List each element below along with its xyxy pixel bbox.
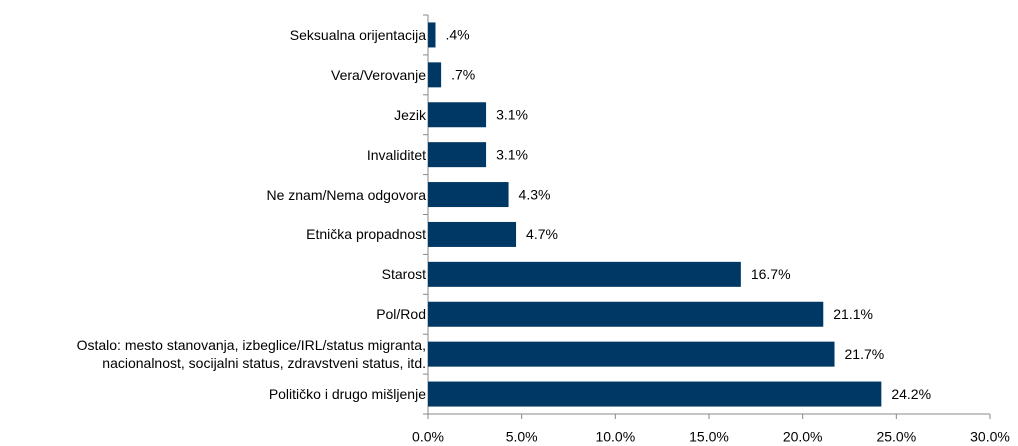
data-label: 24.2% — [891, 386, 931, 402]
bar — [428, 182, 509, 208]
data-label: .4% — [445, 27, 469, 43]
x-tick-label: 0.0% — [412, 429, 444, 445]
bar — [428, 381, 882, 407]
y-tick-label: Vera/Verovanje — [331, 66, 426, 83]
data-label: 3.1% — [496, 106, 528, 122]
x-tick-label: 5.0% — [506, 429, 538, 445]
bar — [428, 62, 442, 88]
y-tick-label: Političko i drugo mišljenje — [268, 386, 426, 403]
bar — [428, 301, 824, 327]
bar — [428, 22, 436, 48]
data-label: 21.1% — [833, 306, 873, 322]
data-label: 4.3% — [519, 186, 551, 202]
y-tick-label: Jezik — [394, 106, 426, 123]
bar — [428, 261, 741, 287]
data-label: 16.7% — [751, 266, 791, 282]
y-tick-label: Invaliditet — [366, 146, 426, 163]
x-tick-label: 15.0% — [689, 429, 729, 445]
x-tick-label: 30.0% — [970, 429, 1010, 445]
x-tick-label: 10.0% — [595, 429, 635, 445]
bar — [428, 142, 487, 168]
x-tick-label: 25.0% — [876, 429, 916, 445]
data-label: 4.7% — [526, 226, 558, 242]
y-tick-label: Pol/Rod — [376, 306, 426, 323]
bar — [428, 221, 517, 247]
x-tick-label: 20.0% — [783, 429, 823, 445]
y-tick-label: Etnička propadnost — [306, 226, 426, 243]
bar — [428, 102, 487, 128]
y-tick-label: Starost — [381, 266, 426, 283]
y-tick-label: Seksualna orijentacija — [289, 26, 426, 43]
data-label: .7% — [451, 67, 475, 83]
data-label: 21.7% — [845, 346, 885, 362]
y-tick-label: Ne znam/Nema odgovora — [266, 186, 426, 203]
data-label: 3.1% — [496, 146, 528, 162]
y-tick-label: Ostalo: mesto stanovanja, izbeglice/IRL/… — [76, 337, 426, 372]
bar — [428, 341, 835, 367]
